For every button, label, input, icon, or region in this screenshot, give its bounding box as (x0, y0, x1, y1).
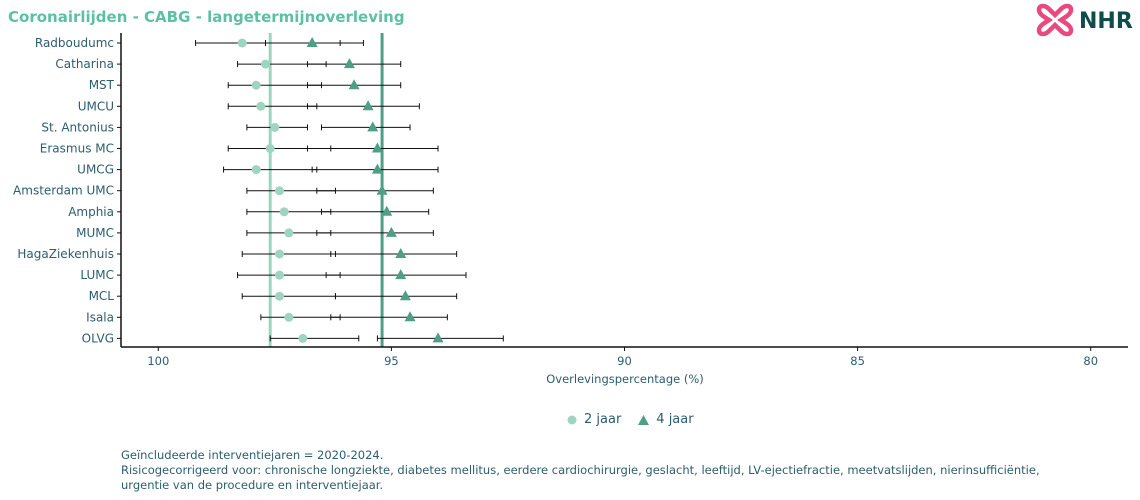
x-tick-label: 95 (384, 354, 399, 368)
category-label: St. Antonius (41, 120, 114, 134)
footnote-years: Geïncludeerde interventiejaren = 2020-20… (121, 448, 384, 462)
reference-lines (268, 33, 384, 347)
x-tick-label: 100 (147, 354, 169, 368)
category-label: Erasmus MC (40, 142, 114, 156)
point-2jaar (237, 38, 247, 48)
category-labels: Radboudumc Catharina MST UMCU St. Antonius Er… (13, 36, 115, 345)
category-label: MCL (89, 289, 115, 303)
category-label: MUMC (76, 226, 114, 240)
point-2jaar (284, 312, 294, 322)
point-2jaar (251, 80, 261, 90)
legend-label-2jaar: 2 jaar (584, 412, 622, 427)
point-4jaar (371, 142, 383, 153)
footnote-adjustment: Risicogecorrigeerd voor: chronische long… (121, 463, 1040, 477)
point-2jaar (256, 101, 266, 111)
point-4jaar (343, 58, 355, 69)
category-label: Radboudumc (35, 36, 114, 50)
x-axis-label: Overlevingspercentage (%) (546, 372, 704, 386)
point-4jaar (404, 311, 416, 322)
chart-title: Coronairlijden - CABG - langetermijnover… (8, 8, 405, 26)
triangle-marker-icon (638, 414, 650, 425)
category-label: Catharina (55, 57, 114, 71)
legend-item-4jaar: 4 jaar (637, 412, 694, 427)
point-4jaar (362, 100, 374, 111)
logo-text: NHR (1079, 9, 1133, 34)
legend: 2 jaar 4 jaar (566, 412, 704, 427)
point-4jaar (348, 79, 360, 90)
category-label: HagaZiekenhuis (17, 247, 114, 261)
category-label: LUMC (80, 268, 114, 282)
point-2jaar (251, 165, 261, 175)
legend-label-4jaar: 4 jaar (656, 412, 694, 427)
nhr-logo: NHR (1036, 3, 1133, 37)
x-tick-label: 80 (1083, 354, 1098, 368)
point-2jaar (275, 249, 285, 259)
category-label: Isala (86, 310, 114, 324)
point-2jaar (265, 144, 275, 153)
point-2jaar (275, 270, 285, 280)
footnote-adjustment-cont: urgentie van de procedure en interventie… (121, 478, 384, 492)
data-points (237, 37, 444, 343)
x-tick-label: 90 (617, 354, 632, 368)
forest-plot: 100 95 90 85 80 Radboudumc Catharina MST UMCU St… (13, 33, 1128, 386)
point-4jaar (376, 184, 388, 195)
point-2jaar (261, 59, 271, 69)
confidence-intervals (195, 40, 504, 342)
point-4jaar (395, 248, 407, 258)
point-4jaar (381, 205, 393, 216)
point-2jaar (275, 291, 285, 301)
point-4jaar (371, 163, 383, 174)
category-label: Amsterdam UMC (13, 184, 114, 198)
point-2jaar (284, 228, 294, 238)
point-2jaar (270, 122, 280, 132)
category-label: OLVG (82, 331, 114, 345)
point-4jaar (432, 332, 444, 343)
point-4jaar (399, 290, 411, 301)
point-4jaar (306, 37, 318, 47)
category-label: Amphia (68, 205, 114, 219)
category-label: UMCU (78, 99, 114, 113)
legend-item-2jaar: 2 jaar (566, 412, 621, 427)
point-4jaar (367, 121, 379, 132)
category-label: MST (89, 78, 115, 92)
point-2jaar (279, 207, 289, 217)
footnote: Geïncludeerde interventiejaren = 2020-20… (121, 448, 1040, 493)
point-4jaar (395, 269, 407, 280)
point-2jaar (275, 186, 285, 196)
point-2jaar (298, 333, 308, 343)
x-axis: 100 95 90 85 80 (117, 33, 1128, 368)
point-4jaar (385, 226, 397, 237)
category-label: UMCG (77, 163, 114, 177)
circle-marker-icon (567, 415, 577, 424)
logo-cross-icon (1036, 3, 1074, 37)
x-tick-label: 85 (850, 354, 865, 368)
